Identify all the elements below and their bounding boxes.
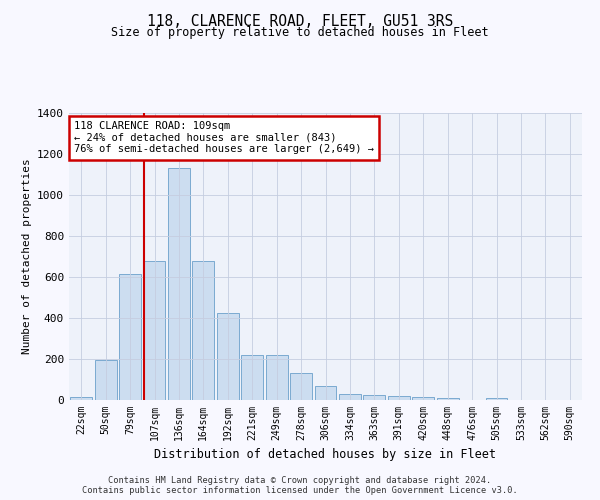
Bar xyxy=(70,397,92,400)
Bar xyxy=(193,262,214,400)
Bar xyxy=(217,312,239,400)
Bar xyxy=(143,262,166,400)
Bar xyxy=(119,274,141,400)
Bar xyxy=(364,395,385,400)
Bar xyxy=(241,355,263,400)
Bar xyxy=(290,374,312,400)
Bar xyxy=(314,386,337,400)
Bar xyxy=(388,396,410,400)
X-axis label: Distribution of detached houses by size in Fleet: Distribution of detached houses by size … xyxy=(155,448,497,462)
Bar xyxy=(168,168,190,400)
Text: Size of property relative to detached houses in Fleet: Size of property relative to detached ho… xyxy=(111,26,489,39)
Bar xyxy=(95,360,116,400)
Y-axis label: Number of detached properties: Number of detached properties xyxy=(22,158,32,354)
Text: 118, CLARENCE ROAD, FLEET, GU51 3RS: 118, CLARENCE ROAD, FLEET, GU51 3RS xyxy=(147,14,453,29)
Bar xyxy=(485,398,508,400)
Bar xyxy=(266,355,287,400)
Bar xyxy=(339,394,361,400)
Bar xyxy=(437,398,458,400)
Text: Contains public sector information licensed under the Open Government Licence v3: Contains public sector information licen… xyxy=(82,486,518,495)
Text: Contains HM Land Registry data © Crown copyright and database right 2024.: Contains HM Land Registry data © Crown c… xyxy=(109,476,491,485)
Bar xyxy=(412,397,434,400)
Text: 118 CLARENCE ROAD: 109sqm
← 24% of detached houses are smaller (843)
76% of semi: 118 CLARENCE ROAD: 109sqm ← 24% of detac… xyxy=(74,121,374,154)
